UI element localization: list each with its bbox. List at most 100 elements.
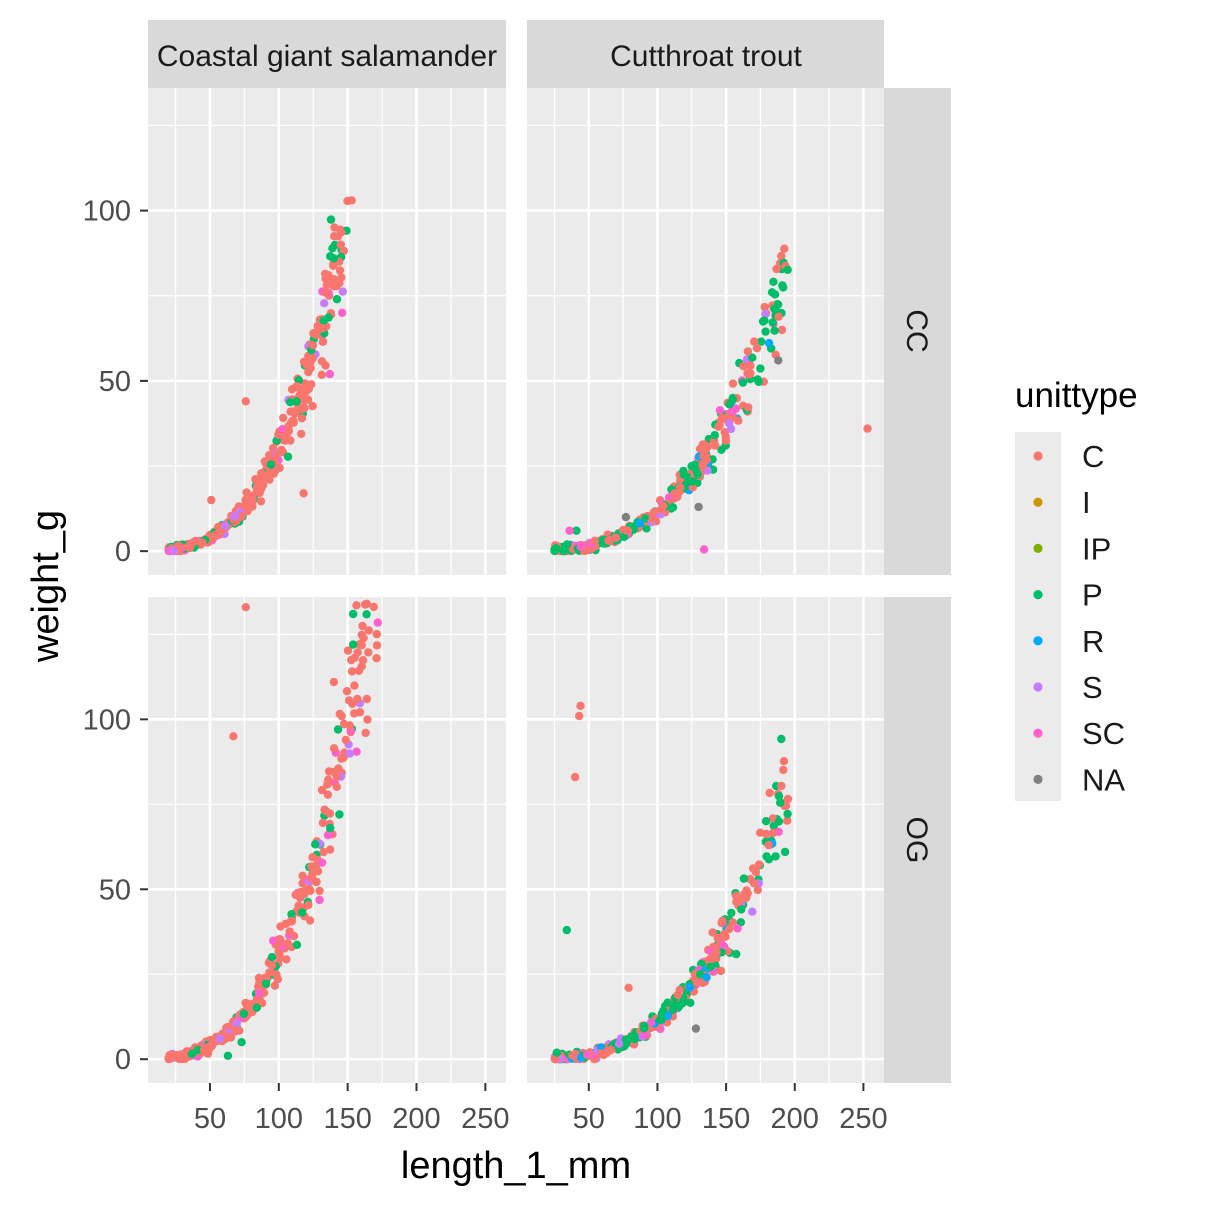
data-point — [605, 535, 614, 545]
data-point — [746, 361, 755, 370]
data-point — [255, 989, 264, 998]
data-point — [590, 536, 599, 545]
data-point — [751, 867, 761, 877]
data-point — [765, 788, 774, 798]
data-point — [352, 747, 361, 756]
data-point — [373, 618, 382, 627]
data-point — [169, 1051, 179, 1061]
data-point — [352, 601, 361, 610]
data-point — [622, 526, 631, 535]
y-tick-label: 0 — [115, 536, 131, 568]
data-point — [357, 630, 366, 640]
data-point — [345, 749, 354, 758]
data-point — [252, 1003, 261, 1012]
data-point — [330, 232, 339, 241]
data-point — [770, 290, 780, 299]
data-point — [269, 469, 278, 478]
data-point — [572, 526, 581, 535]
data-point — [357, 662, 366, 671]
data-point — [582, 1050, 592, 1060]
data-point — [704, 956, 714, 965]
legend: unittype CI IP PRS SC NA — [1015, 376, 1138, 801]
data-point — [311, 877, 321, 887]
panel-cc-salamander — [148, 88, 506, 575]
data-point — [690, 460, 699, 470]
y-tick-label: 100 — [83, 196, 131, 228]
data-point — [242, 488, 251, 497]
data-point — [648, 514, 657, 524]
legend-label-p: P — [1082, 578, 1103, 613]
data-point — [728, 407, 737, 416]
data-point — [778, 281, 787, 290]
data-point — [774, 792, 784, 801]
data-point — [253, 480, 262, 489]
data-point — [268, 936, 278, 945]
data-point — [693, 470, 702, 479]
panel-background — [527, 597, 884, 1083]
data-point — [308, 341, 318, 350]
data-point — [364, 626, 373, 635]
data-point — [570, 772, 580, 782]
data-point — [739, 874, 749, 883]
data-point — [710, 441, 720, 450]
data-point — [326, 215, 336, 224]
data-point — [241, 397, 250, 406]
data-point — [317, 370, 326, 379]
data-point — [728, 394, 737, 404]
legend-key-c — [1033, 451, 1043, 461]
data-point — [317, 357, 327, 366]
data-point — [777, 325, 787, 335]
data-point — [272, 970, 281, 979]
data-point — [279, 413, 288, 423]
data-point — [333, 725, 343, 734]
data-point — [339, 719, 349, 729]
data-point — [779, 765, 788, 775]
legend-label-s: S — [1082, 670, 1103, 705]
data-point — [248, 502, 257, 511]
data-point — [326, 823, 335, 833]
data-point — [256, 497, 266, 506]
data-point — [744, 403, 753, 412]
data-point — [743, 347, 753, 356]
data-point — [772, 264, 781, 274]
data-point — [315, 886, 324, 896]
data-point — [630, 1032, 640, 1042]
data-point — [320, 299, 329, 308]
column-strip-left: Coastal giant salamander — [148, 20, 506, 88]
data-point — [713, 933, 722, 943]
x-tick-label: 50 — [194, 1103, 226, 1135]
data-point — [297, 908, 307, 917]
data-point — [318, 818, 328, 828]
data-point — [285, 927, 294, 936]
data-point — [728, 379, 738, 388]
data-point — [699, 545, 709, 554]
data-point — [297, 429, 306, 439]
data-point — [169, 546, 178, 556]
data-point — [292, 940, 302, 949]
data-point — [642, 524, 651, 533]
data-point — [305, 885, 314, 894]
data-point — [562, 540, 572, 549]
data-point — [343, 646, 353, 655]
data-point — [324, 767, 334, 776]
data-point — [215, 1034, 225, 1043]
data-point — [717, 413, 727, 423]
data-point — [748, 353, 757, 362]
data-point — [777, 734, 786, 744]
data-point — [338, 308, 347, 317]
x-tick-label: 150 — [702, 1103, 750, 1135]
data-point — [335, 266, 345, 275]
data-point — [754, 860, 764, 869]
data-point — [749, 879, 759, 888]
data-point — [319, 316, 328, 325]
data-point — [275, 949, 284, 958]
data-point — [774, 356, 783, 365]
data-point — [708, 928, 717, 937]
data-point — [254, 973, 264, 983]
data-point — [266, 460, 276, 469]
data-point — [267, 961, 277, 970]
data-point — [752, 343, 762, 353]
data-point — [207, 1041, 216, 1051]
data-point — [734, 416, 743, 425]
